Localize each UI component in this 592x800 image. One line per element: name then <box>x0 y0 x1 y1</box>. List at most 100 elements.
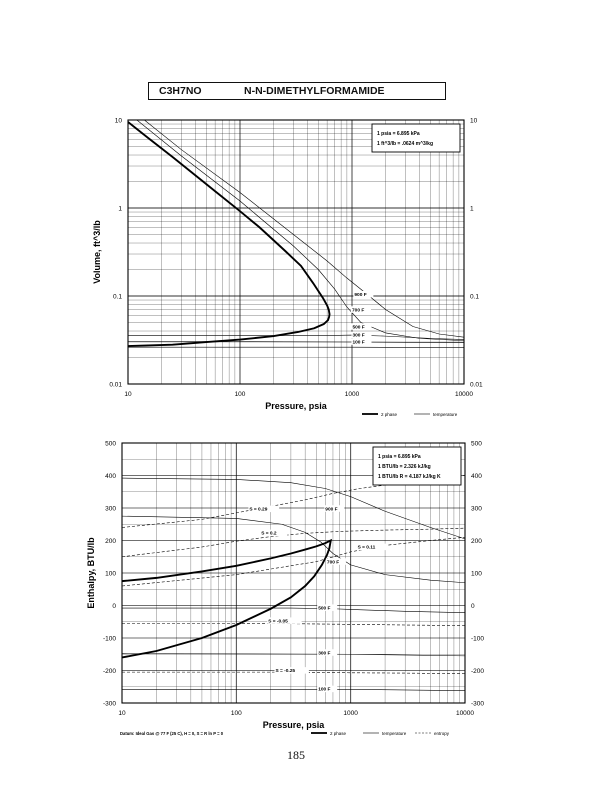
y-tick-label-right: 500 <box>471 441 482 448</box>
series-label: 300 F <box>352 333 364 339</box>
series-group <box>128 120 464 348</box>
series-label-bg <box>351 306 371 313</box>
series-label: S = -0.05 <box>268 618 288 624</box>
series-label: 300 F <box>318 650 330 656</box>
y-tick-label-right: 10 <box>470 118 478 125</box>
y-tick-label: 100 <box>105 571 116 578</box>
series-label-bg <box>317 649 338 656</box>
entropy-line <box>122 527 465 558</box>
y-axis-label: Enthalpy, BTU/lb <box>86 537 96 609</box>
x-tick-label: 10000 <box>456 710 474 717</box>
series-label-bg <box>351 323 372 330</box>
x-tick-label: 10000 <box>455 391 473 398</box>
series-label: 100 F <box>318 687 330 693</box>
y-tick-label: -200 <box>103 668 116 675</box>
y-tick-label: 200 <box>105 538 116 545</box>
conversion-text: 1 BTU/lb = 2.326 kJ/kg <box>378 464 431 470</box>
series-label: 500 F <box>352 324 364 330</box>
y-tick-label-right: 100 <box>471 571 482 578</box>
series-label-bg <box>351 338 372 345</box>
y-tick-label-right: -100 <box>471 636 484 643</box>
x-axis-label: Pressure, psia <box>265 401 328 411</box>
y-tick-label: 0.01 <box>109 382 122 389</box>
legend-label: temperature <box>382 731 407 736</box>
y-tick-label-right: 300 <box>471 506 482 513</box>
y-tick-label: 300 <box>105 506 116 513</box>
temperature-line <box>122 607 465 613</box>
series-label: S = -0.25 <box>275 668 295 674</box>
legend-label: temperature <box>433 412 458 417</box>
y-tick-label-right: 400 <box>471 473 482 480</box>
volume-pressure-chart: 10 100 1000 10000 0.01 0.01 0.1 0.1 1 1 10 10 Pressu… <box>92 118 483 418</box>
y-tick-label: 0.1 <box>113 294 122 301</box>
y-tick-label-right: -200 <box>471 668 484 675</box>
conversion-text: 1 psia = 6.895 kPa <box>377 131 420 137</box>
y-tick-label: 500 <box>105 441 116 448</box>
conversion-text: 1 psia = 6.895 kPa <box>378 454 421 460</box>
conversion-text: 1 BTU/lb R = 4.187 kJ/kg K <box>378 474 441 480</box>
x-tick-label: 10 <box>124 391 132 398</box>
chart-title-box: C3H7NO N-N-DIMETHYLFORMAMIDE <box>148 82 446 100</box>
y-tick-label: 400 <box>105 473 116 480</box>
y-tick-label: -300 <box>103 701 116 708</box>
grid-lines <box>121 442 465 704</box>
entropy-line <box>122 536 465 587</box>
conversion-text: 1 ft^3/lb = .0624 m^3/kg <box>377 141 433 147</box>
series-label-bg <box>325 558 346 565</box>
x-tick-label: 1000 <box>345 391 360 398</box>
series-label: 500 F <box>318 605 330 611</box>
y-tick-label: 10 <box>115 118 123 125</box>
chemical-formula: C3H7NO <box>159 85 202 97</box>
series-label-bg <box>267 617 302 624</box>
legend-label: 2 phase <box>330 731 347 736</box>
series-label: S = 0.29 <box>249 507 267 513</box>
x-tick-label: 100 <box>231 710 242 717</box>
x-tick-label: 100 <box>235 391 246 398</box>
series-group <box>122 475 465 691</box>
plot-frame <box>127 119 465 385</box>
temperature-line <box>128 334 464 340</box>
series-label: 900 F <box>325 506 337 512</box>
plot-frame <box>121 442 466 704</box>
y-axis-label: Volume, ft^3/lb <box>92 220 102 284</box>
conversion-box <box>371 123 461 153</box>
temperature-line <box>122 689 465 691</box>
y-tick-label: 0 <box>112 603 116 610</box>
series-label-bg <box>353 291 374 298</box>
series-label-bg <box>260 529 288 537</box>
grid-lines <box>127 120 464 385</box>
temperature-line <box>122 477 465 540</box>
series-label-bg <box>317 685 338 693</box>
series-label-bg <box>351 331 372 339</box>
entropy-line <box>122 671 465 675</box>
series-label-bg <box>274 667 309 674</box>
x-axis-label: Pressure, psia <box>263 720 326 730</box>
y-tick-label-right: -300 <box>471 701 484 708</box>
temperature-line <box>122 515 465 584</box>
series-label-bg <box>324 505 345 512</box>
series-label: 900 F <box>354 292 366 298</box>
temperature-line <box>122 653 465 657</box>
y-tick-label-right: 0 <box>471 603 475 610</box>
chemical-name: N-N-DIMETHYLFORMAMIDE <box>244 85 385 97</box>
temperature-line <box>128 341 464 343</box>
series-label: 700 F <box>327 559 339 565</box>
x-tick-label: 10 <box>118 710 126 717</box>
legend-label: entropy <box>434 731 450 736</box>
conversion-box <box>372 446 462 486</box>
series-label: 100 F <box>352 339 364 345</box>
datum-note: Datum: Ideal Gas @ 77 F (25 C), H = 0, S… <box>120 731 224 736</box>
y-tick-label: 1 <box>118 206 122 213</box>
legend-label: 2 phase <box>381 412 398 417</box>
two-phase-curve <box>122 538 333 659</box>
series-label: 700 F <box>352 307 364 313</box>
series-label-bg <box>248 505 280 513</box>
temperature-line <box>144 120 464 338</box>
entropy-line <box>122 623 465 626</box>
page-number: 185 <box>287 748 305 762</box>
series-label: S = 0.2 <box>261 531 277 537</box>
y-tick-label-right: 0.1 <box>470 294 479 301</box>
series-label: S = 0.11 <box>358 545 376 551</box>
temperature-line <box>136 120 464 342</box>
two-phase-curve <box>128 121 331 347</box>
